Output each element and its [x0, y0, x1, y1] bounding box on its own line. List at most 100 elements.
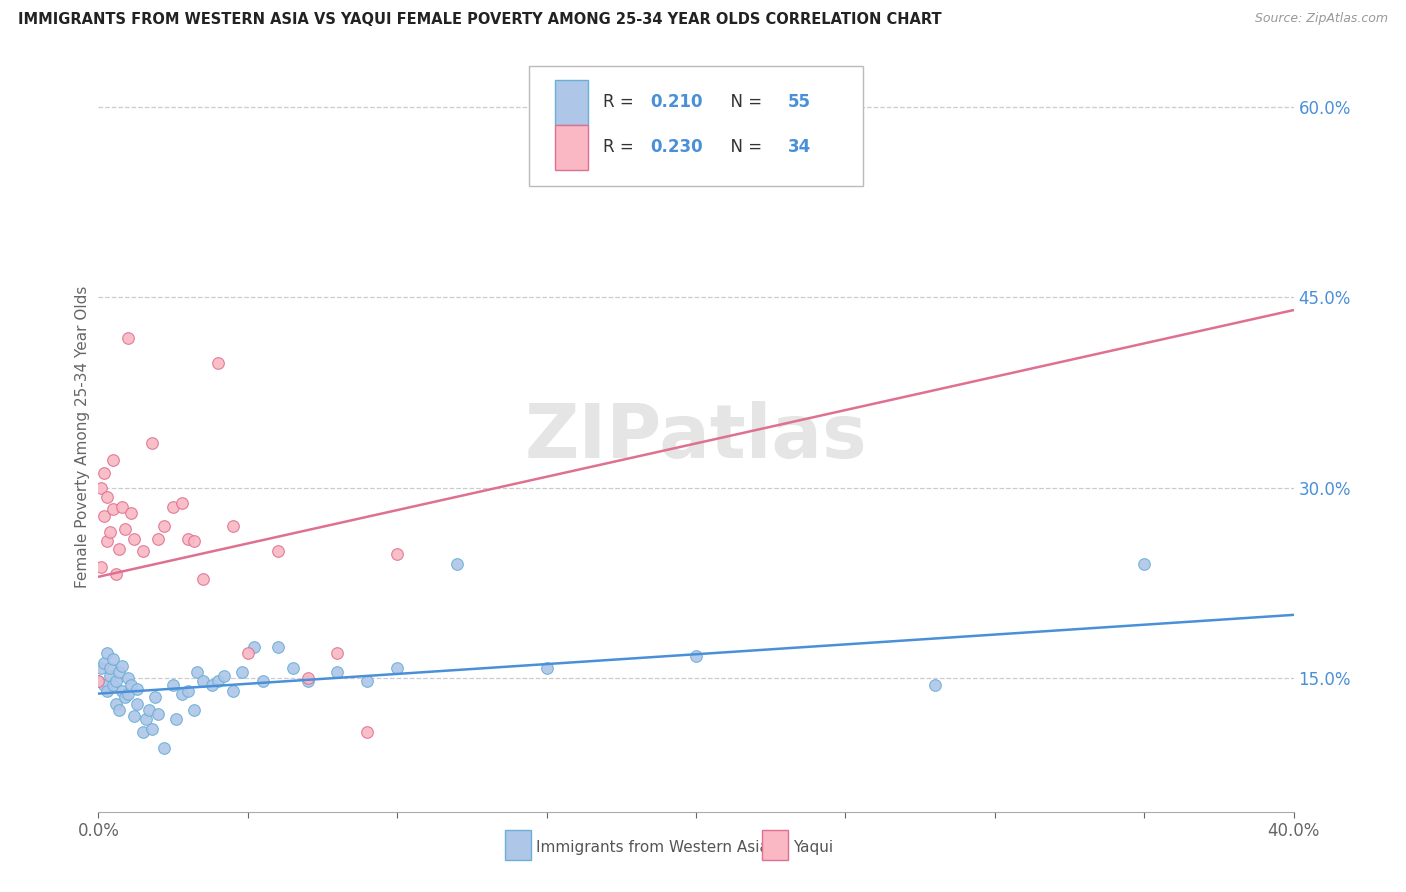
Text: Yaqui: Yaqui — [793, 840, 832, 855]
Point — [120, 678, 142, 692]
Point — [124, 532, 146, 546]
Point — [201, 678, 224, 692]
Point — [132, 724, 155, 739]
Point — [135, 712, 157, 726]
Point — [183, 703, 205, 717]
Bar — [505, 830, 531, 861]
Point — [103, 652, 125, 666]
Point — [207, 673, 229, 688]
Point — [326, 665, 349, 679]
Point — [96, 490, 118, 504]
Point — [87, 673, 110, 688]
Point — [536, 661, 558, 675]
Point — [96, 646, 118, 660]
Point — [252, 673, 274, 688]
Point — [231, 665, 253, 679]
Point — [222, 684, 245, 698]
Point — [222, 519, 245, 533]
Point — [191, 673, 214, 688]
Point — [114, 522, 136, 536]
Point — [108, 703, 131, 717]
Point — [141, 436, 163, 450]
Point — [105, 673, 128, 688]
Point — [267, 544, 290, 558]
Point — [103, 502, 125, 516]
Point — [356, 673, 378, 688]
Point — [243, 640, 266, 654]
Point — [103, 453, 125, 467]
Point — [685, 648, 707, 663]
Point — [87, 673, 110, 688]
Text: 0.210: 0.210 — [651, 93, 703, 112]
Point — [98, 669, 122, 683]
Text: Immigrants from Western Asia: Immigrants from Western Asia — [536, 840, 769, 855]
Text: Source: ZipAtlas.com: Source: ZipAtlas.com — [1254, 12, 1388, 26]
Point — [120, 506, 142, 520]
Point — [98, 525, 122, 540]
Point — [114, 690, 136, 705]
Point — [356, 724, 378, 739]
Y-axis label: Female Poverty Among 25-34 Year Olds: Female Poverty Among 25-34 Year Olds — [75, 286, 90, 588]
Point — [93, 466, 115, 480]
Point — [172, 496, 194, 510]
Point — [108, 665, 131, 679]
Point — [1133, 557, 1156, 571]
Point — [93, 508, 115, 523]
Point — [93, 656, 115, 670]
Point — [153, 519, 176, 533]
Point — [90, 661, 112, 675]
Point — [148, 532, 170, 546]
Text: N =: N = — [720, 138, 768, 156]
Point — [124, 709, 146, 723]
Point — [105, 697, 128, 711]
FancyBboxPatch shape — [529, 66, 863, 186]
Point — [385, 661, 409, 675]
Point — [924, 678, 946, 692]
Point — [165, 712, 187, 726]
Text: 34: 34 — [787, 138, 811, 156]
Point — [297, 673, 319, 688]
Point — [96, 684, 118, 698]
Point — [162, 500, 184, 514]
Point — [111, 684, 134, 698]
Point — [446, 557, 468, 571]
Point — [138, 703, 160, 717]
Point — [111, 658, 134, 673]
Point — [385, 547, 409, 561]
Point — [162, 678, 184, 692]
Point — [127, 697, 149, 711]
Point — [281, 661, 304, 675]
Text: 0.230: 0.230 — [651, 138, 703, 156]
Point — [183, 534, 205, 549]
Point — [172, 687, 194, 701]
Text: IMMIGRANTS FROM WESTERN ASIA VS YAQUI FEMALE POVERTY AMONG 25-34 YEAR OLDS CORRE: IMMIGRANTS FROM WESTERN ASIA VS YAQUI FE… — [18, 12, 942, 28]
Point — [326, 646, 349, 660]
Point — [236, 646, 259, 660]
Point — [90, 559, 112, 574]
Point — [153, 741, 176, 756]
Text: R =: R = — [603, 93, 638, 112]
Point — [108, 541, 131, 556]
Point — [111, 500, 134, 514]
Point — [186, 665, 208, 679]
Point — [117, 672, 139, 686]
Point — [267, 640, 290, 654]
Point — [212, 669, 235, 683]
Point — [90, 481, 112, 495]
Text: R =: R = — [603, 138, 638, 156]
Point — [103, 678, 125, 692]
Point — [177, 684, 200, 698]
Text: N =: N = — [720, 93, 768, 112]
Point — [105, 567, 128, 582]
Point — [127, 681, 149, 696]
Point — [177, 532, 200, 546]
Bar — [762, 830, 787, 861]
Bar — [555, 79, 589, 125]
Bar — [555, 125, 589, 169]
Point — [132, 544, 155, 558]
Point — [93, 678, 115, 692]
Point — [98, 661, 122, 675]
Point — [141, 722, 163, 736]
Point — [96, 534, 118, 549]
Point — [143, 690, 166, 705]
